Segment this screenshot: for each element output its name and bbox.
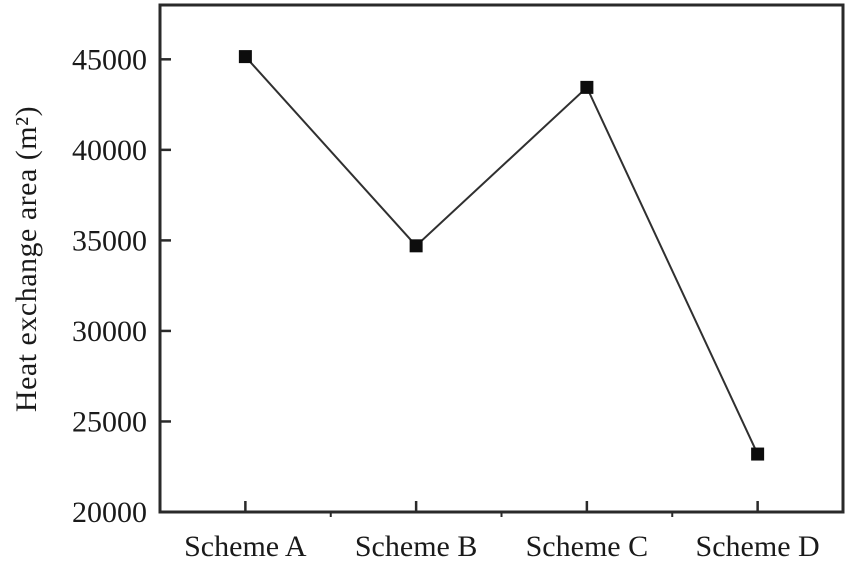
x-tick-label: Scheme D (696, 530, 820, 563)
data-point-marker-scheme-a (238, 50, 252, 64)
y-tick-label: 30000 (72, 315, 147, 348)
data-point-marker-scheme-c (580, 80, 594, 94)
y-tick-label: 45000 (72, 43, 147, 76)
data-point-marker-scheme-b (409, 239, 423, 253)
plot-frame (158, 3, 845, 514)
x-tick-label: Scheme A (184, 530, 307, 563)
x-tick-label: Scheme B (355, 530, 477, 563)
data-line (244, 55, 759, 455)
y-tick-label: 35000 (72, 224, 147, 257)
y-axis-title: Heat exchange area (m²) (10, 105, 43, 413)
data-point-marker-scheme-d (751, 447, 765, 461)
x-tick-label: Scheme C (526, 530, 648, 563)
y-tick-label: 20000 (72, 496, 147, 529)
y-tick-label: 25000 (72, 405, 147, 438)
y-tick-label: 40000 (72, 134, 147, 167)
